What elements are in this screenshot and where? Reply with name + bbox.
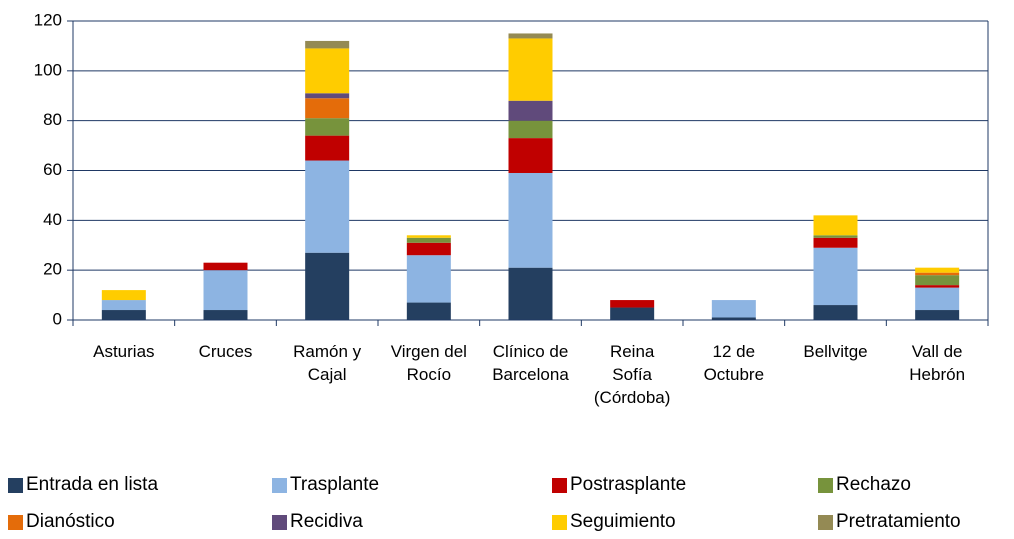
legend-label: Recidiva (290, 511, 363, 532)
legend-swatch (552, 477, 567, 493)
bar-segment (406, 237, 451, 243)
bar-segment (508, 100, 553, 121)
y-tick-label: 100 (34, 60, 62, 79)
bar-segment (508, 267, 553, 320)
bar-segment (101, 310, 146, 320)
bar-segment (711, 300, 756, 318)
legend-label: Postrasplante (570, 474, 687, 495)
bar-segment (915, 272, 960, 276)
bar-segment (203, 310, 248, 320)
bar-segment (915, 285, 960, 288)
bar-segment (406, 302, 451, 320)
legend-item: Rechazo (818, 474, 911, 496)
x-tick-label: Clínico de Barcelona (492, 342, 569, 384)
y-tick-label: 0 (53, 309, 62, 328)
legend-item: Pretratamiento (818, 511, 961, 533)
legend-item: Dianóstico (8, 511, 115, 533)
bar-segment (203, 270, 248, 311)
bar-segment (203, 262, 248, 271)
legend-item: Trasplante (272, 474, 379, 496)
bar-segment (305, 98, 350, 119)
legend-swatch (8, 477, 23, 493)
bar-segment (610, 300, 655, 308)
legend-swatch (272, 514, 287, 530)
legend-label: Entrada en lista (26, 474, 159, 495)
legend-swatch (552, 514, 567, 530)
legend-item: Seguimiento (552, 511, 676, 533)
bar-segment (305, 252, 350, 320)
bar-segment (508, 120, 553, 139)
bar-segment (915, 267, 960, 273)
legend-label: Seguimiento (570, 511, 676, 532)
legend-swatch (8, 514, 23, 530)
legend-swatch (272, 477, 287, 493)
bar-segment (813, 305, 858, 320)
y-tick-label: 120 (34, 10, 62, 29)
x-tick-label: Vall de Hebrón (909, 342, 966, 384)
bar-segment (915, 287, 960, 311)
bar-segment (915, 310, 960, 320)
bar-segment (305, 118, 350, 136)
bar-segment (508, 33, 553, 39)
bar-segment (813, 215, 858, 236)
bar-segment (305, 93, 350, 99)
bar-segment (406, 242, 451, 256)
x-tick-label: Bellvitge (803, 342, 868, 361)
y-tick-label: 40 (43, 210, 62, 229)
bar-segment (915, 275, 960, 286)
x-tick-label: Ramón y Cajal (293, 342, 362, 384)
bar-segment (508, 38, 553, 101)
legend-item: Recidiva (272, 511, 363, 533)
bar-segment (813, 247, 858, 306)
bar-segment (305, 40, 350, 49)
bar-segment (813, 235, 858, 238)
legend-label: Rechazo (836, 474, 911, 495)
x-tick-label: 12 de Octubre (703, 342, 765, 384)
bar-segment (406, 235, 451, 238)
bar-segment (508, 172, 553, 268)
bar-segment (610, 307, 655, 320)
legend-item: Entrada en lista (8, 474, 158, 496)
legend-swatch (818, 514, 833, 530)
x-tick-label: Virgen del Rocío (390, 342, 467, 384)
y-tick-label: 20 (43, 260, 62, 279)
legend-label: Trasplante (290, 474, 380, 495)
bar-segment (305, 135, 350, 161)
x-tick-label: Reina Sofía (Córdoba) (593, 342, 671, 407)
bar-segment (305, 160, 350, 253)
bar-segment (101, 290, 146, 301)
x-tick-label: Cruces (198, 342, 253, 361)
x-tick-label: Asturias (93, 342, 155, 361)
legend-label: Pretratamiento (836, 511, 961, 532)
bar-segment (711, 317, 756, 320)
bar-segment (813, 237, 858, 248)
bar-segment (508, 138, 553, 173)
y-tick-label: 80 (43, 110, 62, 129)
y-tick-label: 60 (43, 160, 62, 179)
legend-label: Dianóstico (26, 511, 115, 532)
bar-segment (101, 300, 146, 311)
bar-segment (305, 48, 350, 94)
bar-segment (406, 255, 451, 303)
legend-item: Postrasplante (552, 474, 686, 496)
legend-swatch (818, 477, 833, 493)
